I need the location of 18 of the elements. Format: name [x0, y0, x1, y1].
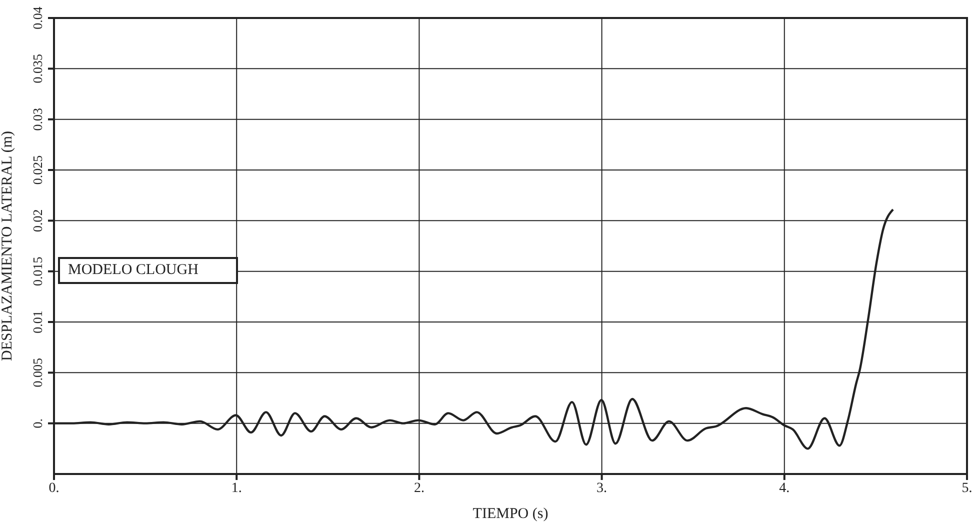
y-tick-label: 0.02 [30, 209, 45, 232]
y-tick-label: 0.025 [30, 155, 45, 185]
y-tick-label: 0.035 [30, 54, 45, 84]
label-box: MODELO CLOUGH [58, 257, 238, 284]
x-axis-title: TIEMPO (s) [472, 506, 548, 522]
y-tick-label: 0.04 [30, 6, 45, 30]
x-tick-label: 0. [48, 480, 60, 496]
y-tick-label: 0.01 [30, 310, 45, 334]
x-tick-label: 5. [962, 480, 972, 496]
x-tick-label: 1. [231, 480, 242, 496]
x-tick-label: 4. [779, 480, 790, 496]
y-tick-label: 0.015 [30, 256, 45, 286]
y-axis-title: DESPLAZAMIENTO LATERAL (m) [0, 131, 16, 361]
y-tick-label: 0.005 [30, 358, 45, 388]
x-tick-label: 3. [596, 480, 608, 496]
x-tick-label: 2. [414, 480, 424, 496]
y-tick-label: 0. [30, 418, 45, 428]
y-tick-label: 0.03 [30, 108, 45, 131]
